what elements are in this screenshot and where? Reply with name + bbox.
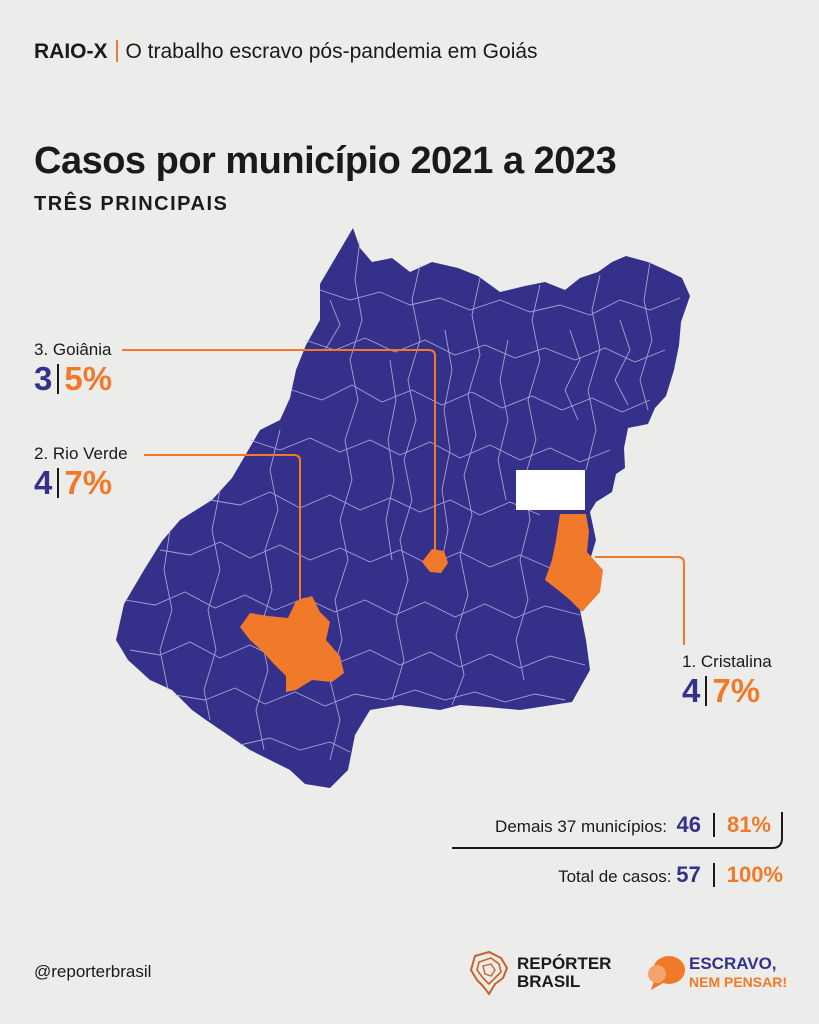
reporter-brasil-logo: REPÓRTER BRASIL (467, 950, 617, 996)
header-divider (115, 40, 118, 62)
logo1-line1: REPÓRTER (517, 954, 612, 973)
callout-values: 4 7% (682, 672, 772, 710)
summary-others-label: Demais 37 municípios: (495, 817, 668, 836)
summary-bracket (452, 812, 783, 849)
callout-name: 3. Goiânia (34, 340, 112, 359)
summary-divider (712, 863, 715, 887)
callout-name: 1. Cristalina (682, 652, 772, 671)
summary-total-percent: 100% (726, 862, 783, 887)
callout-divider (57, 468, 60, 498)
logo1-line2: BRASIL (517, 972, 581, 991)
callout-percent: 5% (64, 360, 113, 397)
municipal-borders (124, 239, 681, 761)
social-handle: @reporterbrasil (34, 962, 152, 981)
goiania-shape (422, 549, 448, 573)
logo2-line2: NEM PENSAR! (689, 974, 788, 990)
callout-cristalina: 1. Cristalina 4 7% (682, 652, 772, 710)
header: RAIO-X O trabalho escravo pós-pandemia em… (34, 40, 538, 64)
callout-percent: 7% (712, 672, 761, 709)
page-subtitle: TRÊS PRINCIPAIS (34, 193, 229, 215)
summary-total-label: Total de casos: (558, 867, 672, 886)
callout-rio-verde: 2. Rio Verde 4 7% (34, 444, 128, 502)
header-text: O trabalho escravo pós-pandemia em Goiás (125, 40, 538, 63)
summary-others-cases: 46 (676, 812, 701, 837)
state-shape (116, 228, 690, 788)
cristalina-shape (545, 514, 603, 612)
callout-divider (57, 364, 60, 394)
logo2-line1: ESCRAVO, (689, 954, 777, 973)
summary-others: Demais 37 municípios: 46 81% (495, 812, 771, 838)
callout-values: 4 7% (34, 464, 128, 502)
brazil-fingerprint-icon (469, 950, 509, 996)
summary-divider (712, 813, 715, 837)
summary-total-cases: 57 (676, 862, 701, 887)
page-title: Casos por município 2021 a 2023 (34, 140, 617, 182)
summary-total: Total de casos: 57 100% (558, 862, 783, 888)
leader-lines (122, 349, 685, 645)
callout-goiania: 3. Goiânia 3 5% (34, 340, 112, 398)
callout-cases: 4 (34, 464, 53, 501)
escravo-nem-pensar-logo: ESCRAVO, NEM PENSAR! (645, 950, 795, 996)
callout-cases: 4 (682, 672, 701, 709)
callout-percent: 7% (64, 464, 113, 501)
speech-bubble-icon (648, 956, 685, 990)
rio-verde-shape (240, 596, 344, 692)
summary-others-percent: 81% (726, 812, 771, 837)
callout-divider (705, 676, 708, 706)
callout-name: 2. Rio Verde (34, 444, 128, 463)
callout-cases: 3 (34, 360, 53, 397)
callout-values: 3 5% (34, 360, 112, 398)
header-tag: RAIO-X (34, 40, 108, 63)
federal-district-cutout (516, 470, 585, 510)
